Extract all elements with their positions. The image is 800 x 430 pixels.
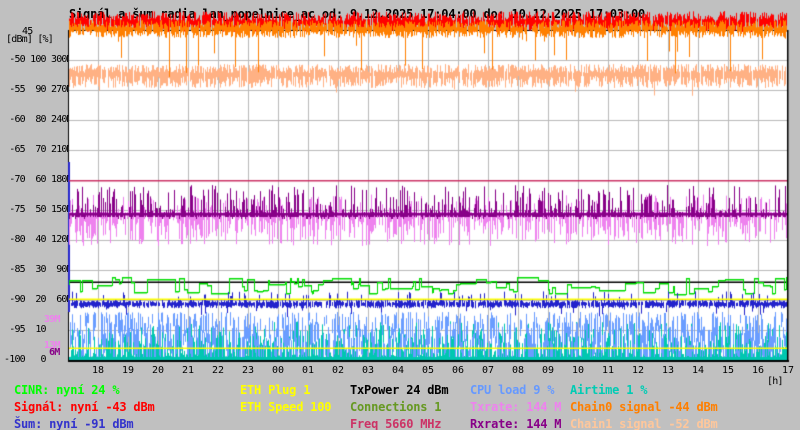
x-axis-hour-label: 03 bbox=[361, 365, 375, 376]
x-axis-hour-label: 06 bbox=[451, 365, 465, 376]
rate-marker-label: 39M bbox=[44, 314, 60, 325]
x-axis-hour-label: 05 bbox=[421, 365, 435, 376]
x-axis-hour-label: 17 bbox=[781, 365, 795, 376]
y-axis-row: -55 90 270M bbox=[4, 84, 72, 95]
legend-item: Rxrate: 144 M bbox=[470, 417, 562, 430]
x-axis-hour-label: 22 bbox=[211, 365, 225, 376]
legend-item: ETH Speed 100 bbox=[240, 400, 332, 414]
x-axis-hour-label: 11 bbox=[601, 365, 615, 376]
x-axis-hour-label: 20 bbox=[151, 365, 165, 376]
y-axis-row: -95 10 bbox=[4, 324, 46, 335]
x-axis-hour-label: 16 bbox=[751, 365, 765, 376]
legend-item: Txrate: 144 M bbox=[470, 400, 562, 414]
legend-item: CPU load 9 % bbox=[470, 383, 555, 397]
legend-item: Airtime 1 % bbox=[570, 383, 648, 397]
x-axis-hour-label: 01 bbox=[301, 365, 315, 376]
y-axis-row: -85 30 90M bbox=[4, 264, 72, 275]
y-axis-row: -70 60 180M bbox=[4, 174, 72, 185]
rate-marker-label: 6M bbox=[49, 347, 60, 358]
y-axis-row: -80 40 120M bbox=[4, 234, 72, 245]
x-axis-hour-label: 08 bbox=[511, 365, 525, 376]
x-axis-hour-label: 14 bbox=[691, 365, 705, 376]
y-axis-row: -100 0 bbox=[4, 354, 47, 365]
legend-item: Chain1 signal -52 dBm bbox=[570, 417, 718, 430]
legend-item: TxPower 24 dBm bbox=[350, 383, 449, 397]
legend-item: Freq 5660 MHz bbox=[350, 417, 442, 430]
x-axis-hour-label: 15 bbox=[721, 365, 735, 376]
x-axis-hour-label: 02 bbox=[331, 365, 345, 376]
x-axis-hour-label: 09 bbox=[541, 365, 555, 376]
x-axis-hour-label: 19 bbox=[121, 365, 135, 376]
legend-item: Signál: nyní -43 dBm bbox=[14, 400, 155, 414]
x-axis-hour-label: 12 bbox=[631, 365, 645, 376]
x-axis-hour-label: 13 bbox=[661, 365, 675, 376]
legend-item: Šum: nyní -91 dBm bbox=[14, 417, 134, 430]
x-axis-hour-label: 18 bbox=[91, 365, 105, 376]
x-axis-hour-label: 10 bbox=[571, 365, 585, 376]
x-axis-hour-label: 04 bbox=[391, 365, 405, 376]
x-axis-hour-label: 21 bbox=[181, 365, 195, 376]
x-axis-unit-label: [h] bbox=[767, 376, 783, 387]
y-axis-unit-header: [dBm] [%] bbox=[6, 34, 54, 45]
y-axis-row: -90 20 60M bbox=[4, 294, 72, 305]
x-axis-hour-label: 23 bbox=[241, 365, 255, 376]
y-axis-row: -60 80 240M bbox=[4, 114, 72, 125]
legend-item: Chain0 signal -44 dBm bbox=[570, 400, 718, 414]
legend-item: Connections 1 bbox=[350, 400, 442, 414]
x-axis-hour-label: 00 bbox=[271, 365, 285, 376]
y-axis-row: -75 50 150M bbox=[4, 204, 72, 215]
y-axis-row: -50 100 300M bbox=[4, 54, 72, 65]
graph-title: Signál a šum radia lan_popelnice_ac od: … bbox=[69, 7, 646, 21]
x-axis-hour-label: 07 bbox=[481, 365, 495, 376]
y-axis-row: -65 70 210M bbox=[4, 144, 72, 155]
legend-item: ETH Plug 1 bbox=[240, 383, 311, 397]
legend-item: CINR: nyní 24 % bbox=[14, 383, 120, 397]
